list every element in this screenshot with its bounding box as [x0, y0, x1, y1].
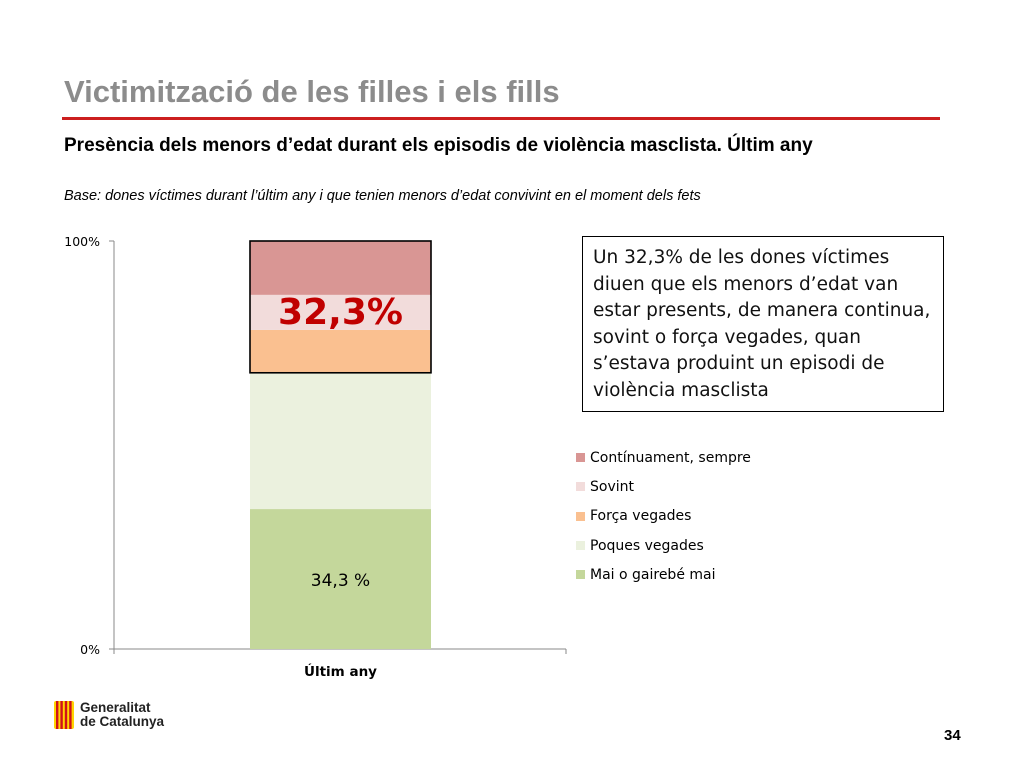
data-label: 34,3 % [311, 571, 370, 591]
legend-swatch [576, 453, 585, 463]
bar-segment-poques-vegades [250, 372, 431, 510]
title-rule [62, 117, 940, 120]
callout-box: Un 32,3% de les dones víctimes diuen que… [582, 236, 944, 412]
bar-segment-sovint [250, 294, 431, 330]
legend-label: Sovint [590, 478, 634, 495]
logo-line-1: Generalitat [80, 700, 151, 715]
generalitat-logo: Generalitat de Catalunya [54, 701, 164, 729]
bar-segment-for-a-vegades [250, 329, 431, 373]
legend-label: Força vegades [590, 508, 692, 525]
slide-title: Victimització de les filles i els fills [64, 74, 560, 109]
page-number: 34 [944, 727, 961, 744]
legend-swatch [576, 541, 585, 551]
y-tick-label: 0% [80, 642, 100, 657]
legend-swatch [576, 482, 585, 492]
catalan-flag-icon [54, 701, 74, 729]
legend-item: Mai o gairebé mai [576, 560, 751, 589]
bar-segment-cont-nuament-sempre [250, 241, 431, 295]
highlight-label: 32,3% [278, 292, 403, 333]
logo-line-2: de Catalunya [80, 714, 165, 729]
x-tick-label: Últim any [304, 662, 377, 680]
chart-subtitle: Presència dels menors d’edat durant els … [64, 135, 813, 156]
legend-item: Poques vegades [576, 531, 751, 560]
legend-label: Contínuament, sempre [590, 449, 751, 466]
highlight-box [249, 240, 432, 374]
legend-label: Mai o gairebé mai [590, 566, 716, 583]
chart-legend: Contínuament, sempre Sovint Força vegades P… [576, 443, 751, 589]
base-note: Base: dones víctimes durant l’últim any … [64, 188, 701, 204]
y-tick-label: 100% [64, 234, 100, 249]
legend-item: Contínuament, sempre [576, 443, 751, 472]
bar-segment-mai-o-gaireb-mai [250, 509, 431, 649]
legend-item: Sovint [576, 472, 751, 501]
legend-swatch [576, 511, 585, 521]
legend-swatch [576, 570, 585, 580]
legend-label: Poques vegades [590, 537, 704, 554]
legend-item: Força vegades [576, 502, 751, 531]
